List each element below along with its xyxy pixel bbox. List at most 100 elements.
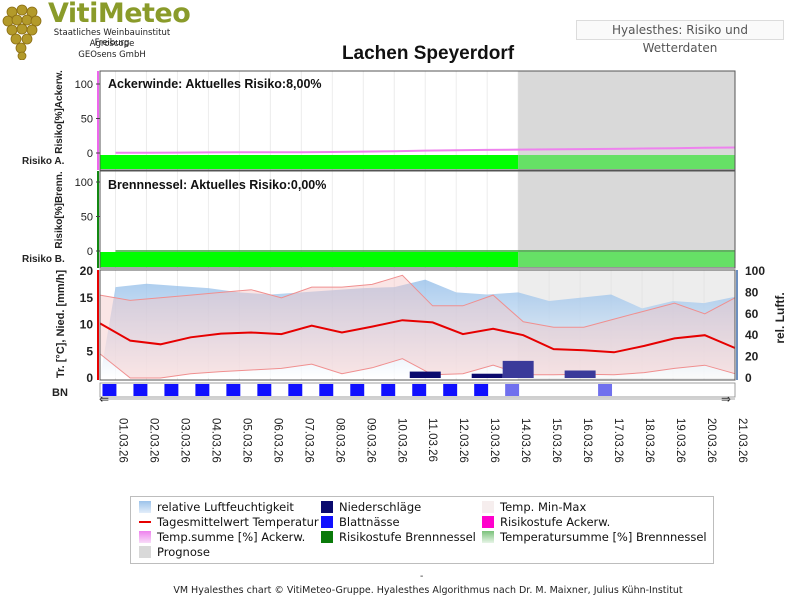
brand-name: VitiMeteo: [48, 0, 191, 29]
x-date-label: 16.03.26: [581, 418, 593, 463]
leaf-wetness-block: [505, 384, 520, 396]
panel-weather-frame: [99, 269, 736, 381]
temp-max-line: [99, 274, 736, 328]
x-date-label: 06.03.26: [271, 418, 283, 463]
legend-temp-minmax: Temp. Min-Max: [482, 500, 586, 514]
ackerwinde-risk-label: Ackerwinde: Aktuelles Risiko:8,00%: [108, 77, 322, 91]
module-title-box: Hyalesthes: Risiko und Wetterdaten: [576, 20, 784, 55]
leaf-wetness-block: [474, 384, 489, 396]
x-date-label: 11.03.26: [426, 418, 438, 462]
x-date-label: 10.03.26: [395, 418, 407, 463]
x-date-label: 07.03.26: [302, 418, 314, 463]
legend-risk-brenn: Risikostufe Brennnessel: [321, 530, 476, 544]
ytick-ackerwinde: 50: [81, 114, 93, 126]
institute-line-1: Staatliches Weinbauinstitut Freiburg: [53, 28, 171, 48]
legend-humidity: relative Luftfeuchtigkeit: [139, 500, 294, 514]
x-date-label: 21.03.26: [736, 418, 748, 463]
x-date-label: 20.03.26: [705, 418, 717, 463]
x-date-label: 03.03.26: [178, 418, 190, 463]
x-date-label: 19.03.26: [674, 418, 686, 463]
ytick-brennnessel: 100: [75, 177, 93, 189]
x-date-label: 12.03.26: [457, 418, 469, 463]
leaf-wetness-block: [133, 384, 148, 396]
ytick-temp: 15: [80, 291, 94, 305]
legend-prognose: Prognose: [139, 545, 210, 559]
x-date-label: 01.03.26: [117, 418, 129, 463]
ytick-humidity: 0: [745, 371, 752, 385]
ytick-temp: 20: [80, 264, 94, 278]
ylabel-brennnessel: Risiko[%]Brenn.: [54, 171, 65, 248]
legend-leaf-wetness: Blattnässe: [321, 515, 400, 529]
panel-ackerwinde-frame: [99, 70, 736, 171]
precip-bar: [564, 370, 596, 378]
institute-line-2: Agroscope: [89, 39, 135, 49]
temp-min-line: [99, 353, 736, 379]
ytick-temp: 10: [80, 318, 94, 332]
leaf-wetness-block: [598, 384, 613, 396]
legend-tsum-ackerw: Temp.summe [%] Ackerw.: [139, 530, 305, 544]
leaf-wetness-block: [381, 384, 396, 396]
legend-temp-mean: Tagesmittelwert Temperatur: [139, 515, 319, 529]
leaf-wetness-block: [443, 384, 458, 396]
leaf-wetness-block: [288, 384, 303, 396]
precip-bar: [409, 371, 441, 378]
x-date-label: 04.03.26: [209, 418, 221, 463]
leaf-wetness-block: [257, 384, 272, 396]
x-date-label: 18.03.26: [643, 418, 655, 463]
brennnessel-risk-label: Brennnessel: Aktuelles Risiko:0,00%: [108, 178, 326, 192]
x-date-label: 17.03.26: [612, 418, 624, 463]
x-date-label: 09.03.26: [364, 418, 376, 463]
precip-bar: [502, 360, 534, 378]
leaf-wetness-block: [164, 384, 179, 396]
ylabel-humidity: rel. Luftf.: [773, 292, 787, 343]
risk-bar-brennnessel-observed: [100, 252, 519, 267]
ylabel-ackerwinde: Risiko[%]Ackerw.: [54, 70, 65, 154]
leaf-wetness-block: [319, 384, 334, 396]
x-date-label: 14.03.26: [519, 418, 531, 463]
legend-tsum-brenn: Temperatursumme [%] Brennnessel: [482, 530, 707, 544]
x-date-label: 13.03.26: [488, 418, 500, 463]
ackerwinde-tempsum-line: [115, 146, 736, 154]
humidity-area: [100, 279, 735, 378]
ytick-brennnessel: 50: [81, 212, 93, 224]
ytick-ackerwinde: 0: [87, 148, 93, 160]
ytick-humidity: 20: [745, 350, 759, 364]
precip-bar: [471, 373, 503, 378]
row-label-bn: BN: [52, 387, 68, 399]
ytick-humidity: 60: [745, 307, 759, 321]
leaf-wetness-block: [350, 384, 365, 396]
prognose-region-a: [518, 71, 735, 170]
ytick-temp: 5: [86, 344, 93, 358]
risk-bar-ackerwinde-forecast: [518, 155, 735, 169]
legend: relative Luftfeuchtigkeit Niederschläge …: [130, 496, 714, 564]
x-date-label: 05.03.26: [240, 418, 252, 463]
x-date-label: 02.03.26: [148, 418, 160, 463]
legend-risk-ackerw: Risikostufe Ackerw.: [482, 515, 610, 529]
ylabel-temp: Tr. [°C], Nied. [mm/h]: [55, 270, 67, 379]
ytick-humidity: 80: [745, 285, 759, 299]
row-label-risiko-b: Risiko B.: [22, 254, 65, 265]
x-date-label: 08.03.26: [333, 418, 345, 463]
leaf-wetness-block: [195, 384, 210, 396]
ytick-temp: 0: [86, 371, 93, 385]
legend-precip: Niederschläge: [321, 500, 421, 514]
leaf-wetness-block: [226, 384, 241, 396]
institute-line-3: GEOsens GmbH: [78, 50, 146, 60]
chart-title: Lachen Speyerdorf: [341, 43, 515, 64]
ytick-ackerwinde: 100: [75, 79, 93, 91]
row-label-risiko-a: Risiko A.: [22, 156, 65, 167]
footer-credits: VM Hyalesthes chart © VitiMeteo-Gruppe. …: [173, 585, 683, 596]
grape-logo: [2, 4, 42, 60]
x-date-label: 15.03.26: [550, 418, 562, 463]
footer-dash: -: [420, 571, 424, 582]
risk-bar-brennnessel-forecast: [518, 252, 735, 267]
ytick-humidity: 100: [745, 264, 765, 278]
temp-minmax-band: [100, 275, 735, 378]
panel-brennnessel-frame: [99, 170, 736, 269]
ytick-humidity: 40: [745, 328, 759, 342]
ytick-brennnessel: 0: [87, 246, 93, 258]
temp-mean-line: [99, 319, 736, 354]
leaf-wetness-block: [412, 384, 427, 396]
risk-bar-ackerwinde-observed: [100, 155, 519, 169]
